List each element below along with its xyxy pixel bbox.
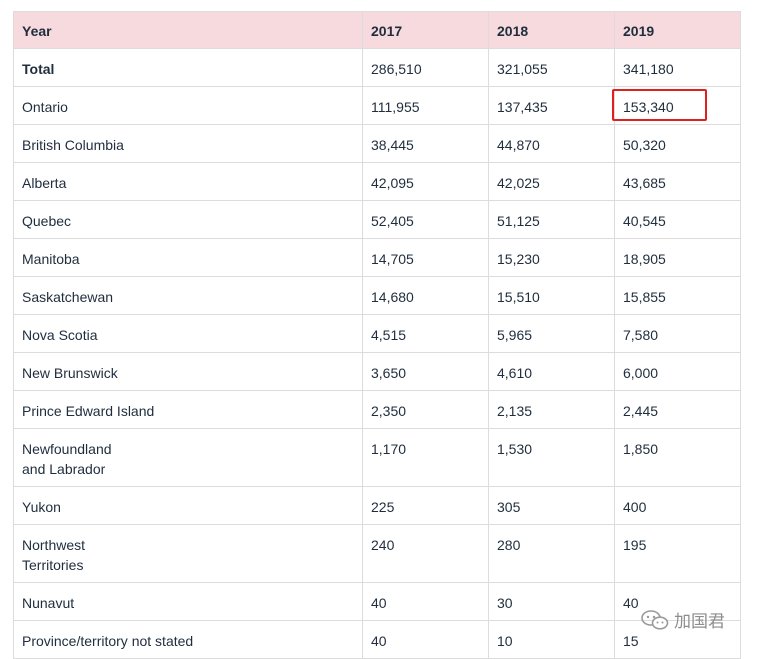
cell-2019: 7,580 — [614, 314, 741, 353]
cell-2019: 43,685 — [614, 162, 741, 201]
cell-2018: 15,230 — [488, 238, 615, 277]
cell-2017: 286,510 — [362, 48, 489, 87]
immigration-by-province-table: Year 2017 2018 2019 Total 286,510 321,05… — [13, 11, 741, 659]
cell-2017: 42,095 — [362, 162, 489, 201]
row-label: Yukon — [13, 486, 363, 525]
cell-2019: 1,850 — [614, 428, 741, 487]
table-header-row: Year 2017 2018 2019 — [13, 11, 741, 49]
cell-2017: 1,170 — [362, 428, 489, 487]
cell-2018: 42,025 — [488, 162, 615, 201]
table-row-new-brunswick: New Brunswick 3,650 4,610 6,000 — [13, 352, 741, 391]
cell-2017: 111,955 — [362, 86, 489, 125]
row-label: British Columbia — [13, 124, 363, 163]
cell-2019: 40,545 — [614, 200, 741, 239]
cell-2017: 3,650 — [362, 352, 489, 391]
cell-2018: 30 — [488, 582, 615, 621]
cell-2017: 14,705 — [362, 238, 489, 277]
table-row-nunavut: Nunavut 40 30 40 — [13, 582, 741, 621]
table-row-nova-scotia: Nova Scotia 4,515 5,965 7,580 — [13, 314, 741, 353]
row-label: Newfoundland and Labrador — [13, 428, 363, 487]
header-2017: 2017 — [362, 11, 489, 49]
cell-2017: 52,405 — [362, 200, 489, 239]
cell-2019: 2,445 — [614, 390, 741, 429]
row-label-line1: Northwest — [22, 537, 86, 553]
row-label: Northwest Territories — [13, 524, 363, 583]
cell-2018: 5,965 — [488, 314, 615, 353]
table-row-total: Total 286,510 321,055 341,180 — [13, 48, 741, 87]
row-label: Saskatchewan — [13, 276, 363, 315]
row-label-line2: Territories — [22, 557, 84, 573]
table-row-prince-edward-island: Prince Edward Island 2,350 2,135 2,445 — [13, 390, 741, 429]
cell-2017: 4,515 — [362, 314, 489, 353]
row-label: Alberta — [13, 162, 363, 201]
cell-2019: 50,320 — [614, 124, 741, 163]
header-2019: 2019 — [614, 11, 741, 49]
table-row-yukon: Yukon 225 305 400 — [13, 486, 741, 525]
cell-2017: 225 — [362, 486, 489, 525]
cell-2019: 400 — [614, 486, 741, 525]
header-2018: 2018 — [488, 11, 615, 49]
table-row-manitoba: Manitoba 14,705 15,230 18,905 — [13, 238, 741, 277]
cell-2018: 44,870 — [488, 124, 615, 163]
cell-2017: 40 — [362, 582, 489, 621]
cell-2018: 4,610 — [488, 352, 615, 391]
cell-2019: 195 — [614, 524, 741, 583]
cell-2017: 240 — [362, 524, 489, 583]
wechat-logo-icon — [641, 609, 669, 630]
row-label: Total — [13, 48, 363, 87]
row-label: Manitoba — [13, 238, 363, 277]
row-label: Ontario — [13, 86, 363, 125]
immigration-table-container: Year 2017 2018 2019 Total 286,510 321,05… — [13, 11, 741, 659]
cell-2019: 15,855 — [614, 276, 741, 315]
row-label-line1: Newfoundland — [22, 441, 112, 457]
cell-2017: 38,445 — [362, 124, 489, 163]
table-row-newfoundland-and-labrador: Newfoundland and Labrador 1,170 1,530 1,8… — [13, 428, 741, 487]
cell-2018: 51,125 — [488, 200, 615, 239]
cell-2018: 305 — [488, 486, 615, 525]
cell-2018: 2,135 — [488, 390, 615, 429]
cell-2018: 280 — [488, 524, 615, 583]
cell-2018: 15,510 — [488, 276, 615, 315]
row-label: Quebec — [13, 200, 363, 239]
table-row-saskatchewan: Saskatchewan 14,680 15,510 15,855 — [13, 276, 741, 315]
watermark-text: 加国君 — [674, 612, 725, 631]
cell-2019-value: 153,340 — [623, 99, 674, 115]
cell-2018: 321,055 — [488, 48, 615, 87]
row-label: New Brunswick — [13, 352, 363, 391]
watermark: 加国君 — [640, 607, 725, 632]
row-label: Nunavut — [13, 582, 363, 621]
cell-2019: 341,180 — [614, 48, 741, 87]
table-row-alberta: Alberta 42,095 42,025 43,685 — [13, 162, 741, 201]
row-label-line2: and Labrador — [22, 461, 106, 477]
row-label: Nova Scotia — [13, 314, 363, 353]
cell-2019: 18,905 — [614, 238, 741, 277]
table-row-ontario: Ontario 111,955 137,435 153,340 — [13, 86, 741, 125]
cell-2017: 14,680 — [362, 276, 489, 315]
table-row-british-columbia: British Columbia 38,445 44,870 50,320 — [13, 124, 741, 163]
table-row-quebec: Quebec 52,405 51,125 40,545 — [13, 200, 741, 239]
row-label: Prince Edward Island — [13, 390, 363, 429]
table-row-northwest-territories: Northwest Territories 240 280 195 — [13, 524, 741, 583]
cell-2018: 137,435 — [488, 86, 615, 125]
header-year: Year — [13, 11, 363, 49]
cell-2019: 6,000 — [614, 352, 741, 391]
cell-2018: 1,530 — [488, 428, 615, 487]
cell-2019-highlighted: 153,340 — [612, 86, 741, 125]
cell-2017: 2,350 — [362, 390, 489, 429]
